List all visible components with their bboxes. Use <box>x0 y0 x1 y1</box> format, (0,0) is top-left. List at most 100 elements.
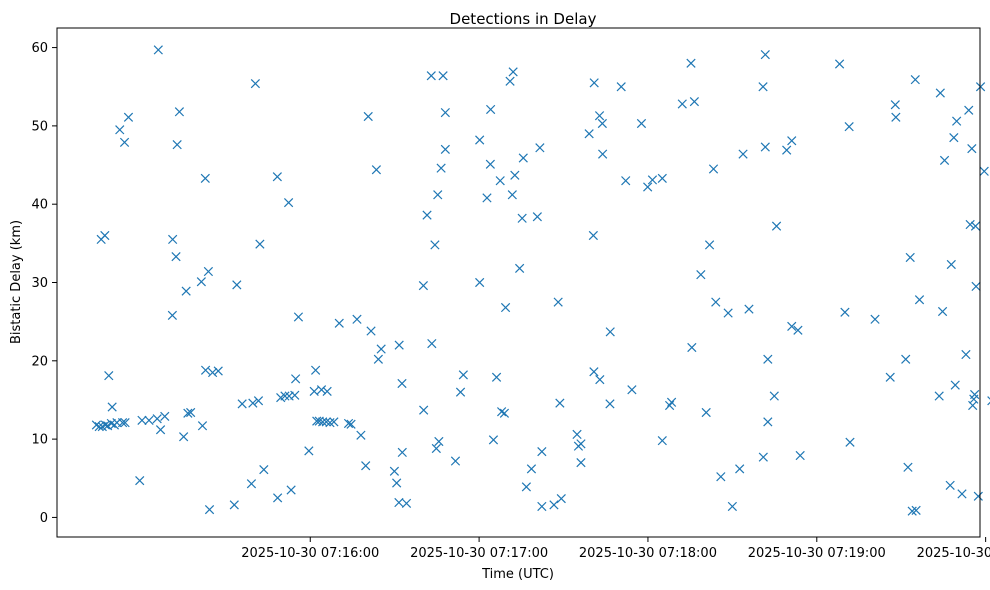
marker-stroke <box>440 107 450 118</box>
data-point-marker <box>549 500 559 510</box>
marker-stroke <box>834 59 845 69</box>
data-point-marker <box>316 385 327 395</box>
data-point-marker <box>605 327 615 337</box>
data-point-marker <box>440 144 450 155</box>
data-point-marker <box>427 338 437 349</box>
marker-stroke <box>934 391 944 401</box>
data-point-marker <box>363 111 373 122</box>
data-point-marker <box>200 365 211 375</box>
marker-stroke <box>200 365 211 375</box>
data-point-marker <box>616 82 626 92</box>
marker-stroke <box>975 82 986 92</box>
data-point-marker <box>394 340 404 350</box>
y-tick-label: 10 <box>31 433 48 448</box>
marker-stroke <box>94 421 104 432</box>
data-point-marker <box>763 354 773 364</box>
data-point-marker <box>361 461 371 471</box>
marker-stroke <box>343 418 354 429</box>
marker-stroke <box>957 489 967 499</box>
marker-stroke <box>486 104 496 115</box>
data-point-marker <box>758 452 768 462</box>
data-point-marker <box>508 67 518 77</box>
data-point-marker <box>844 122 854 132</box>
data-point-marker <box>526 464 537 474</box>
data-point-marker <box>250 78 261 89</box>
marker-stroke <box>100 420 111 430</box>
marker-stroke <box>945 480 955 490</box>
data-point-marker <box>137 415 147 425</box>
marker-stroke <box>361 461 371 471</box>
data-point-marker <box>475 277 485 288</box>
marker-stroke <box>433 190 443 200</box>
data-point-marker <box>787 136 797 146</box>
data-point-marker <box>181 286 191 296</box>
marker-stroke <box>104 371 114 381</box>
marker-stroke <box>272 172 282 182</box>
x-tick-label: 2025-10-30 07:20:00 <box>917 546 990 561</box>
data-point-marker <box>890 100 900 110</box>
marker-stroke <box>397 447 407 458</box>
marker-stroke <box>397 378 407 389</box>
y-tick-label: 60 <box>31 41 48 56</box>
data-point-marker <box>589 78 599 88</box>
data-point-marker <box>970 221 981 231</box>
marker-stroke <box>517 213 527 223</box>
data-point-marker <box>373 354 383 364</box>
marker-stroke <box>309 386 319 396</box>
marker-stroke <box>949 133 959 143</box>
marker-stroke <box>401 498 412 508</box>
marker-stroke <box>616 82 626 92</box>
data-point-marker <box>971 281 981 292</box>
data-point-marker <box>689 96 700 107</box>
marker-stroke <box>325 418 335 428</box>
data-point-marker <box>334 318 344 328</box>
marker-stroke <box>708 164 719 174</box>
marker-stroke <box>627 385 637 395</box>
data-point-marker <box>905 252 915 263</box>
marker-stroke <box>179 432 189 442</box>
data-point-marker <box>179 432 189 442</box>
data-point-marker <box>556 494 566 504</box>
data-point-marker <box>657 173 667 183</box>
marker-stroke <box>760 50 770 60</box>
data-point-marker <box>643 182 653 192</box>
data-point-marker <box>322 386 332 396</box>
marker-stroke <box>304 446 314 456</box>
marker-stroke <box>526 464 537 474</box>
data-point-marker <box>255 239 265 249</box>
data-point-marker <box>293 312 304 322</box>
data-point-marker <box>964 105 974 115</box>
data-point-marker <box>969 394 979 404</box>
data-point-marker <box>229 500 239 510</box>
data-point-marker <box>735 464 745 474</box>
marker-stroke <box>598 149 608 159</box>
marker-stroke <box>440 144 450 155</box>
data-point-marker <box>627 385 637 395</box>
data-point-marker <box>325 418 335 428</box>
marker-stroke <box>117 418 128 428</box>
marker-stroke <box>248 398 258 408</box>
marker-stroke <box>787 136 797 146</box>
y-axis: 0 10 20 30 40 50 60 <box>31 41 57 526</box>
data-point-marker <box>901 354 911 364</box>
marker-stroke <box>987 401 990 406</box>
data-point-marker <box>272 493 283 503</box>
marker-stroke <box>589 367 599 377</box>
data-point-marker <box>605 399 615 409</box>
data-point-marker <box>200 173 210 183</box>
data-point-marker <box>171 252 181 262</box>
marker-stroke <box>475 135 485 145</box>
data-point-marker <box>117 418 128 428</box>
marker-stroke <box>91 420 102 430</box>
marker-stroke <box>657 436 667 446</box>
data-point-marker <box>576 457 586 468</box>
data-point-marker <box>701 407 711 418</box>
data-point-marker <box>716 472 726 482</box>
marker-stroke <box>203 266 214 277</box>
data-point-marker <box>486 104 496 115</box>
marker-stroke <box>123 112 134 122</box>
marker-stroke <box>418 281 429 291</box>
data-point-marker <box>891 112 901 122</box>
marker-stroke <box>643 182 653 192</box>
data-point-marker <box>517 213 527 223</box>
